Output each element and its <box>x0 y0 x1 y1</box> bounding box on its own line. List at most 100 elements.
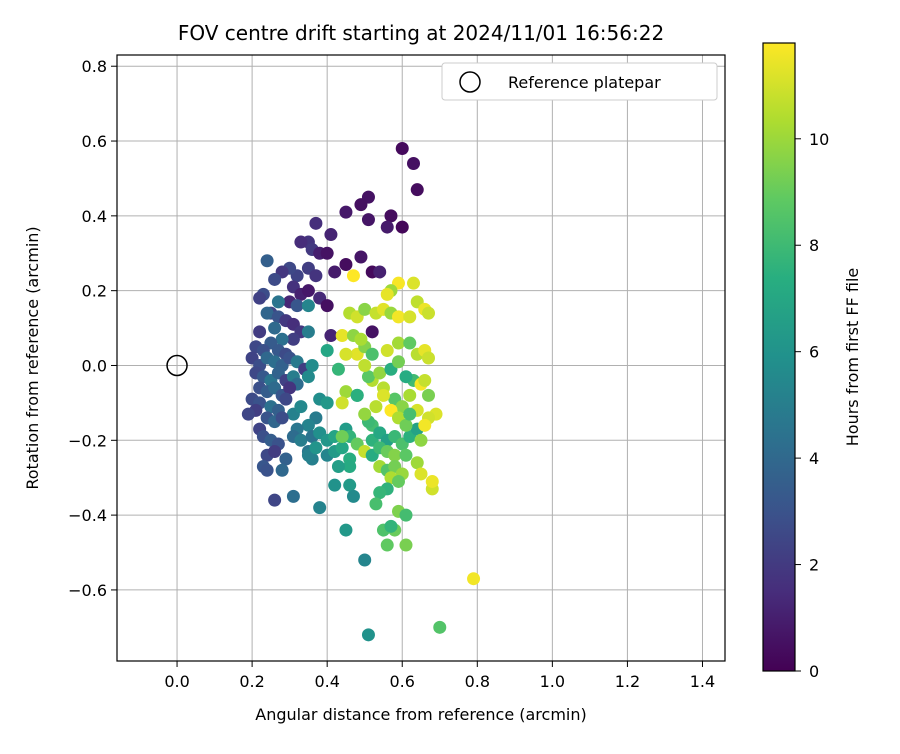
data-point <box>301 284 315 298</box>
data-point <box>260 254 274 268</box>
data-point <box>320 246 334 260</box>
data-point <box>406 156 420 170</box>
data-point <box>343 459 357 473</box>
data-point <box>399 418 413 432</box>
legend: Reference platepar <box>441 62 718 101</box>
data-point <box>354 198 368 212</box>
data-point <box>275 463 289 477</box>
data-point <box>369 400 383 414</box>
data-point <box>286 489 300 503</box>
data-point <box>410 456 424 470</box>
data-point <box>365 347 379 361</box>
x-tick-label: 1.0 <box>540 672 565 691</box>
data-point <box>320 299 334 313</box>
data-point <box>403 336 417 350</box>
data-point <box>294 235 308 249</box>
data-point <box>395 220 409 234</box>
colorbar-tick-label: 4 <box>809 449 819 468</box>
data-point <box>399 448 413 462</box>
plot-frame <box>116 54 726 662</box>
colorbar-tick-label: 0 <box>809 662 819 681</box>
data-point <box>286 332 300 346</box>
data-point <box>406 276 420 290</box>
data-point <box>324 329 338 343</box>
data-point <box>425 474 439 488</box>
data-point <box>361 213 375 227</box>
colorbar: 0 2 4 6 8 10 Hours from first FF file <box>762 42 862 681</box>
data-point <box>418 418 432 432</box>
data-point <box>301 325 315 339</box>
x-tick-label: 0.0 <box>164 672 189 691</box>
y-axis-label: Rotation from reference (arcmin) <box>23 226 42 489</box>
data-point <box>358 407 372 421</box>
data-point <box>399 370 413 384</box>
data-point <box>268 321 282 335</box>
data-point <box>354 250 368 264</box>
colorbar-gradient <box>762 42 796 672</box>
data-point <box>467 572 481 586</box>
data-point <box>328 478 342 492</box>
colorbar-ticks: 0 2 4 6 8 10 <box>795 130 829 681</box>
x-tick-label: 1.2 <box>615 672 640 691</box>
legend-box <box>441 62 718 101</box>
data-point <box>369 497 383 511</box>
colorbar-tick-label: 2 <box>809 556 819 575</box>
data-point <box>301 299 315 313</box>
grid-lines <box>117 55 725 661</box>
colorbar-tick-label: 10 <box>809 130 829 149</box>
data-point <box>380 287 394 301</box>
data-point <box>309 441 323 455</box>
data-point <box>309 216 323 230</box>
data-point <box>335 329 349 343</box>
data-point <box>384 209 398 223</box>
data-point <box>271 295 285 309</box>
data-point <box>422 388 436 402</box>
data-point <box>422 306 436 320</box>
data-point <box>399 508 413 522</box>
data-point <box>339 385 353 399</box>
data-point <box>279 452 293 466</box>
legend-label: Reference platepar <box>508 73 661 92</box>
data-point <box>391 474 405 488</box>
data-point <box>346 489 360 503</box>
data-point <box>294 433 308 447</box>
data-point <box>324 228 338 242</box>
data-point <box>403 310 417 324</box>
data-point <box>294 400 308 414</box>
data-point <box>418 373 432 387</box>
data-point <box>380 220 394 234</box>
data-point <box>313 501 327 515</box>
data-point <box>358 302 372 316</box>
x-axis-label: Angular distance from reference (arcmin) <box>255 705 586 724</box>
data-point <box>260 463 274 477</box>
y-tick-label: 0.8 <box>82 57 107 76</box>
data-point <box>275 332 289 346</box>
data-point <box>373 265 387 279</box>
x-tick-label: 1.4 <box>690 672 715 691</box>
data-point <box>283 381 297 395</box>
data-point <box>346 269 360 283</box>
data-point <box>253 325 267 339</box>
data-point <box>380 538 394 552</box>
x-tick-label: 0.2 <box>239 672 264 691</box>
data-point <box>320 396 334 410</box>
data-point <box>301 370 315 384</box>
data-point <box>403 388 417 402</box>
y-tick-label: −0.6 <box>68 581 107 600</box>
data-point <box>279 392 293 406</box>
y-tick-label: 0.2 <box>82 282 107 301</box>
data-point <box>335 430 349 444</box>
data-point <box>331 362 345 376</box>
y-axis-ticks: −0.6 −0.4 −0.2 0.0 0.2 0.4 0.6 0.8 <box>68 57 117 600</box>
data-point <box>376 388 390 402</box>
data-points <box>241 142 481 642</box>
data-point <box>331 459 345 473</box>
data-point <box>268 445 282 459</box>
data-point <box>335 396 349 410</box>
data-point <box>253 291 267 305</box>
data-point <box>391 355 405 369</box>
data-point <box>339 523 353 537</box>
data-point <box>290 299 304 313</box>
data-point <box>260 306 274 320</box>
